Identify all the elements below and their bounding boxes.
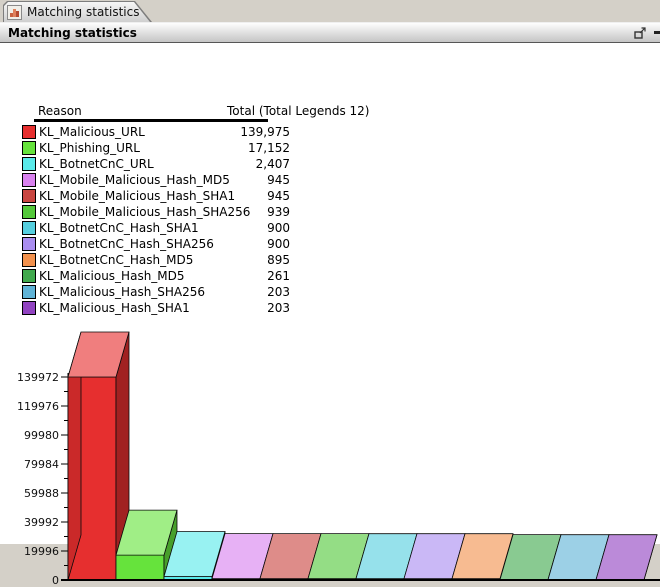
matching-statistics-chart: 0 19996 39992 59988 79984 99980 119976 139972 (0, 317, 660, 587)
legend-total-value: 139,975 (192, 125, 290, 139)
legend-reason-label: KL_Malicious_Hash_MD5 (39, 269, 185, 283)
legend-total-value: 203 (192, 301, 290, 315)
legend-total-value: 945 (192, 173, 290, 187)
y-axis-tick-label: 39992 (24, 516, 59, 529)
legend-color-swatch (22, 253, 36, 267)
legend-color-swatch (22, 269, 36, 283)
legend-color-swatch (22, 125, 36, 139)
legend-reason-label: KL_Malicious_Hash_SHA1 (39, 301, 190, 315)
legend-total-value: 945 (192, 189, 290, 203)
y-axis-tick-label: 0 (52, 574, 59, 587)
frame-title-bar: Matching statistics (0, 22, 660, 43)
legend-total-value: 900 (192, 237, 290, 251)
legend-color-swatch (22, 157, 36, 171)
legend-total-value: 900 (192, 221, 290, 235)
frame-title: Matching statistics (8, 26, 137, 40)
legend-reason-label: KL_Malicious_Hash_SHA256 (39, 285, 205, 299)
y-axis-tick-label: 59988 (24, 487, 59, 500)
frame-buttons (633, 23, 660, 42)
y-axis-tick-label: 79984 (24, 458, 59, 471)
legend-color-swatch (22, 301, 36, 315)
legend-header-underline (34, 119, 268, 122)
legend-total-value: 203 (192, 285, 290, 299)
legend-color-swatch (22, 173, 36, 187)
tab-label: Matching statistics (27, 5, 139, 19)
report-content: Reason Total (Total Legends 12) KL_Malic… (0, 43, 660, 544)
y-axis-tick-label: 19996 (24, 545, 59, 558)
y-axis-tick-label: 119976 (17, 400, 59, 413)
bar-front-face (116, 555, 164, 580)
legend-color-swatch (22, 285, 36, 299)
legend-total-value: 17,152 (192, 141, 290, 155)
legend-color-swatch (22, 237, 36, 251)
legend-reason-label: KL_BotnetCnC_Hash_SHA1 (39, 221, 199, 235)
tab-matching-statistics[interactable]: Matching statistics (3, 1, 153, 22)
tab-fill: Matching statistics (4, 2, 152, 22)
legend-reason-label: KL_Phishing_URL (39, 141, 140, 155)
y-axis-tick-label: 99980 (24, 429, 59, 442)
legend-color-swatch (22, 141, 36, 155)
legend-reason-label: KL_BotnetCnC_Hash_SHA256 (39, 237, 214, 251)
statistics-icon (7, 5, 22, 20)
legend-reason-label: KL_Malicious_URL (39, 125, 145, 139)
legend-color-swatch (22, 205, 36, 219)
y-axis: 0 19996 39992 59988 79984 99980 119976 139972 (17, 371, 68, 587)
legend-color-swatch (22, 221, 36, 235)
legend-total-value: 895 (192, 253, 290, 267)
legend-total-value: 261 (192, 269, 290, 283)
matching-statistics-window: { "tab": { "label": "Matching statistics… (0, 0, 660, 544)
legend-reason-header: Reason (38, 104, 82, 118)
restore-window-icon[interactable] (633, 26, 648, 40)
minimize-window-icon[interactable] (654, 31, 660, 34)
legend-total-header: Total (Total Legends 12) (227, 104, 369, 118)
legend-reason-label: KL_BotnetCnC_URL (39, 157, 154, 171)
legend-reason-label: KL_BotnetCnC_Hash_MD5 (39, 253, 193, 267)
legend-total-value: 2,407 (192, 157, 290, 171)
legend-total-value: 939 (192, 205, 290, 219)
tab-strip: Matching statistics (0, 0, 660, 23)
y-axis-tick-label: 139972 (17, 371, 59, 384)
legend-color-swatch (22, 189, 36, 203)
